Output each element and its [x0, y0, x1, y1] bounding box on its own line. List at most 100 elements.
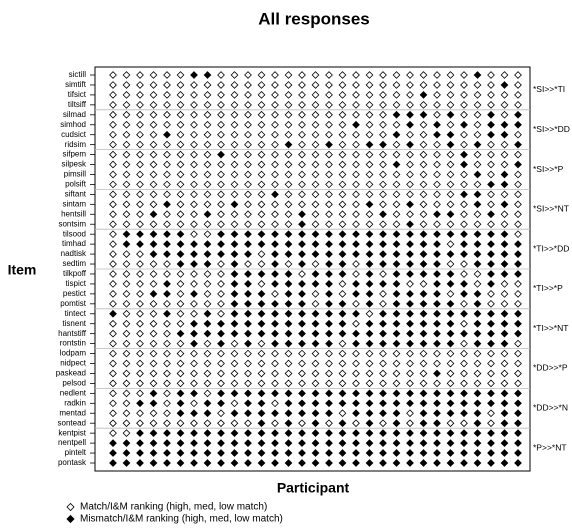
- response-marker: [271, 389, 279, 398]
- response-marker: [460, 200, 468, 209]
- response-marker: [163, 190, 171, 199]
- response-marker: [190, 309, 198, 318]
- response-marker: [446, 180, 455, 189]
- response-marker: [163, 140, 171, 149]
- response-marker: [325, 429, 333, 438]
- response-marker: [109, 190, 117, 199]
- response-marker: [433, 140, 441, 149]
- response-marker: [311, 419, 320, 428]
- response-marker: [149, 329, 158, 338]
- response-marker: [203, 290, 212, 298]
- response-marker: [446, 190, 455, 199]
- response-marker: [406, 130, 414, 139]
- response-marker: [338, 349, 347, 358]
- response-marker: [433, 240, 441, 248]
- response-marker: [352, 230, 360, 239]
- response-marker: [325, 309, 333, 318]
- response-marker: [379, 230, 387, 239]
- response-marker: [217, 389, 225, 398]
- response-marker: [446, 339, 455, 348]
- response-marker: [433, 419, 441, 428]
- response-marker: [433, 339, 441, 348]
- response-marker: [298, 439, 306, 447]
- response-marker: [352, 419, 360, 428]
- response-marker: [419, 329, 428, 338]
- response-marker: [365, 429, 374, 438]
- response-marker: [257, 359, 266, 368]
- response-marker: [311, 379, 320, 388]
- response-marker: [460, 130, 468, 139]
- response-marker: [109, 210, 117, 219]
- response-marker: [109, 409, 117, 418]
- response-marker: [514, 309, 522, 318]
- response-marker: [284, 250, 293, 258]
- response-marker: [433, 210, 441, 219]
- response-marker: [514, 459, 522, 467]
- response-marker: [136, 260, 144, 268]
- response-marker: [433, 120, 441, 129]
- response-marker: [379, 459, 387, 467]
- response-marker: [190, 110, 198, 119]
- response-marker: [460, 299, 468, 308]
- response-marker: [352, 110, 360, 119]
- response-marker: [325, 240, 333, 248]
- response-marker: [433, 290, 441, 298]
- response-marker: [392, 290, 401, 298]
- response-marker: [433, 280, 441, 288]
- response-marker: [163, 200, 171, 209]
- response-marker: [514, 359, 522, 368]
- response-marker: [311, 180, 320, 189]
- response-marker: [311, 200, 320, 209]
- response-marker: [392, 180, 401, 189]
- response-marker: [149, 449, 158, 457]
- response-marker: [217, 270, 225, 278]
- response-marker: [284, 399, 293, 408]
- y-tick-label: ridsim: [65, 140, 87, 149]
- response-marker: [230, 439, 239, 447]
- response-marker: [473, 160, 482, 169]
- response-marker: [136, 170, 144, 179]
- response-marker: [446, 110, 455, 119]
- response-marker: [325, 140, 333, 149]
- response-marker: [352, 140, 360, 149]
- response-marker: [203, 299, 212, 308]
- response-marker: [284, 329, 293, 338]
- response-marker: [419, 110, 428, 119]
- response-marker: [190, 230, 198, 239]
- response-marker: [190, 240, 198, 248]
- response-marker: [109, 359, 117, 368]
- response-marker: [230, 130, 239, 139]
- response-marker: [311, 399, 320, 408]
- response-marker: [257, 220, 266, 229]
- response-marker: [325, 329, 333, 338]
- response-marker: [473, 439, 482, 447]
- response-marker: [446, 319, 455, 328]
- response-marker: [460, 230, 468, 239]
- response-marker: [257, 409, 266, 418]
- response-marker: [203, 140, 212, 149]
- response-marker: [352, 170, 360, 179]
- response-marker: [325, 180, 333, 189]
- response-marker: [244, 180, 252, 189]
- response-marker: [392, 429, 401, 438]
- response-marker: [473, 240, 482, 248]
- response-marker: [433, 399, 441, 408]
- response-marker: [365, 260, 374, 268]
- response-marker: [217, 100, 225, 109]
- response-marker: [365, 71, 374, 79]
- response-marker: [298, 369, 306, 378]
- response-marker: [514, 399, 522, 408]
- response-marker: [500, 150, 509, 159]
- response-marker: [136, 319, 144, 328]
- response-marker: [311, 349, 320, 358]
- response-marker: [122, 120, 131, 129]
- response-marker: [365, 329, 374, 338]
- response-marker: [257, 419, 266, 428]
- response-marker: [149, 81, 158, 89]
- response-marker: [257, 200, 266, 209]
- response-marker: [446, 449, 455, 457]
- response-marker: [298, 180, 306, 189]
- y-tick-label: mentad: [59, 408, 86, 417]
- response-marker: [433, 409, 441, 418]
- response-marker: [352, 379, 360, 388]
